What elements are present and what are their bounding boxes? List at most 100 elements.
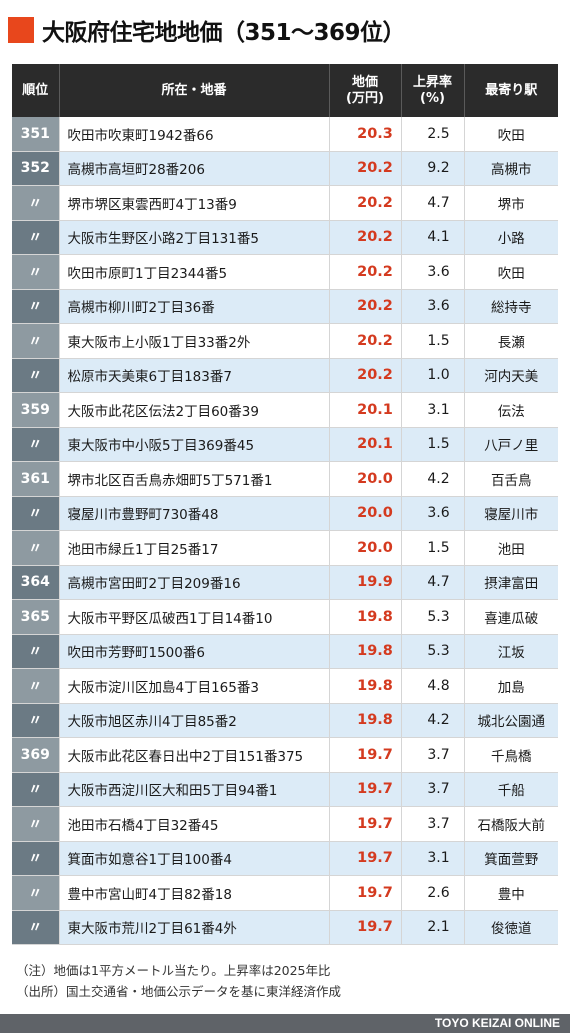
- rank-cell: 〃: [12, 875, 60, 911]
- table-row: 361 堺市北区百舌鳥赤畑町5丁571番1 20.0 4.2 百舌鳥: [12, 461, 558, 497]
- rank-cell: 〃: [12, 841, 60, 876]
- price-cell: 19.8: [329, 634, 402, 669]
- price-cell: 20.2: [329, 220, 402, 255]
- address-cell: 吹田市芳野町1500番6: [59, 634, 330, 669]
- rank-cell: 〃: [12, 634, 60, 669]
- price-cell: 19.7: [329, 772, 402, 807]
- address-cell: 大阪市平野区瓜破西1丁目14番10: [59, 599, 330, 635]
- table-row: 〃東大阪市上小阪1丁目33番2外 20.2 1.5 長瀬: [12, 323, 558, 359]
- header-rate: 上昇率 (%): [401, 64, 465, 117]
- station-cell: 江坂: [464, 634, 558, 669]
- rate-cell: 4.1: [401, 220, 465, 255]
- table-row: 〃吹田市原町1丁目2344番5 20.2 3.6 吹田: [12, 254, 558, 290]
- rate-cell: 4.2: [401, 703, 465, 738]
- station-cell: 喜連瓜破: [464, 599, 558, 635]
- price-cell: 20.0: [329, 461, 402, 497]
- rank-cell: 〃: [12, 772, 60, 807]
- address-cell: 大阪市生野区小路2丁目131番5: [59, 220, 330, 255]
- rank-cell: 〃: [12, 323, 60, 359]
- rate-cell: 4.7: [401, 565, 465, 600]
- rate-cell: 1.5: [401, 427, 465, 462]
- price-cell: 20.1: [329, 427, 402, 462]
- rank-cell: 〃: [12, 910, 60, 945]
- notes: （注）地価は1平方メートル当たり。上昇率は2025年比 （出所）国土交通省・地価…: [16, 960, 341, 1002]
- address-cell: 堺市堺区東雲西町4丁13番9: [59, 185, 330, 221]
- rank-cell: 〃: [12, 496, 60, 531]
- station-cell: 吹田: [464, 117, 558, 152]
- price-cell: 20.2: [329, 358, 402, 393]
- rate-cell: 3.6: [401, 496, 465, 531]
- header-rate-line2: (%): [420, 90, 445, 106]
- station-cell: 堺市: [464, 185, 558, 221]
- station-cell: 千鳥橋: [464, 737, 558, 773]
- station-cell: 寝屋川市: [464, 496, 558, 531]
- rank-cell: 364: [12, 565, 60, 600]
- header-price-line1: 地価: [351, 74, 378, 90]
- table-row: 〃東大阪市荒川2丁目61番4外 19.7 2.1 俊徳道: [12, 910, 558, 945]
- header-rank: 順位: [12, 64, 60, 117]
- rank-cell: 365: [12, 599, 60, 635]
- rank-cell: 〃: [12, 185, 60, 221]
- address-cell: 高槻市宮田町2丁目209番16: [59, 565, 330, 600]
- price-cell: 19.9: [329, 565, 402, 600]
- price-cell: 20.2: [329, 289, 402, 324]
- price-cell: 19.7: [329, 910, 402, 945]
- rank-cell: 361: [12, 461, 60, 497]
- station-cell: 河内天美: [464, 358, 558, 393]
- page-title-area: 大阪府住宅地地価（351〜369位）: [8, 10, 406, 50]
- table-row: 〃東大阪市中小阪5丁目369番45 20.1 1.5 八戸ノ里: [12, 427, 558, 462]
- table-row: 〃池田市石橋4丁目32番45 19.7 3.7 石橋阪大前: [12, 806, 558, 842]
- rate-cell: 4.2: [401, 461, 465, 497]
- rate-cell: 5.3: [401, 634, 465, 669]
- note-source: （出所）国土交通省・地価公示データを基に東洋経済作成: [16, 984, 342, 999]
- price-cell: 20.2: [329, 323, 402, 359]
- rank-cell: 351: [12, 117, 60, 152]
- address-cell: 吹田市吹東町1942番66: [59, 117, 330, 152]
- address-cell: 池田市緑丘1丁目25番17: [59, 530, 330, 566]
- station-cell: 俊徳道: [464, 910, 558, 945]
- table-row: 〃吹田市芳野町1500番6 19.8 5.3 江坂: [12, 634, 558, 669]
- address-cell: 大阪市西淀川区大和田5丁目94番1: [59, 772, 330, 807]
- table-header-row: 順位 所在・地番 地価 (万円) 上昇率 (%) 最寄り駅: [12, 64, 558, 117]
- header-price: 地価 (万円): [329, 64, 402, 117]
- station-cell: 加島: [464, 668, 558, 704]
- rate-cell: 4.8: [401, 668, 465, 704]
- address-cell: 池田市石橋4丁目32番45: [59, 806, 330, 842]
- table-row: 352 高槻市高垣町28番206 20.2 9.2 高槻市: [12, 151, 558, 186]
- address-cell: 吹田市原町1丁目2344番5: [59, 254, 330, 290]
- land-price-table: 順位 所在・地番 地価 (万円) 上昇率 (%) 最寄り駅 351 吹田市吹東町1…: [12, 64, 558, 945]
- station-cell: 百舌鳥: [464, 461, 558, 497]
- table-row: 351 吹田市吹東町1942番66 20.3 2.5 吹田: [12, 117, 558, 152]
- rate-cell: 1.5: [401, 323, 465, 359]
- title-marker: [8, 17, 34, 43]
- station-cell: 池田: [464, 530, 558, 566]
- rate-cell: 3.6: [401, 289, 465, 324]
- price-cell: 19.8: [329, 599, 402, 635]
- rank-cell: 〃: [12, 530, 60, 566]
- address-cell: 大阪市此花区春日出中2丁目151番375: [59, 737, 330, 773]
- rate-cell: 3.7: [401, 806, 465, 842]
- rank-cell: 〃: [12, 220, 60, 255]
- table-row: 〃松原市天美東6丁目183番7 20.2 1.0 河内天美: [12, 358, 558, 393]
- rate-cell: 3.6: [401, 254, 465, 290]
- rank-cell: 〃: [12, 806, 60, 842]
- station-cell: 城北公園通: [464, 703, 558, 738]
- table-row: 369 大阪市此花区春日出中2丁目151番375 19.7 3.7 千鳥橋: [12, 737, 558, 773]
- address-cell: 高槻市高垣町28番206: [59, 151, 330, 186]
- table-row: 〃高槻市柳川町2丁目36番 20.2 3.6 総持寺: [12, 289, 558, 324]
- address-cell: 豊中市宮山町4丁目82番18: [59, 875, 330, 911]
- page-title: 大阪府住宅地地価（351〜369位）: [42, 20, 406, 46]
- price-cell: 19.7: [329, 875, 402, 911]
- table-row: 365 大阪市平野区瓜破西1丁目14番10 19.8 5.3 喜連瓜破: [12, 599, 558, 635]
- station-cell: 吹田: [464, 254, 558, 290]
- rank-cell: 359: [12, 392, 60, 428]
- rate-cell: 1.0: [401, 358, 465, 393]
- address-cell: 東大阪市荒川2丁目61番4外: [59, 910, 330, 945]
- address-cell: 東大阪市上小阪1丁目33番2外: [59, 323, 330, 359]
- address-cell: 箕面市如意谷1丁目100番4: [59, 841, 330, 876]
- station-cell: 千船: [464, 772, 558, 807]
- price-cell: 20.2: [329, 254, 402, 290]
- address-cell: 東大阪市中小阪5丁目369番45: [59, 427, 330, 462]
- rate-cell: 2.6: [401, 875, 465, 911]
- price-cell: 19.7: [329, 737, 402, 773]
